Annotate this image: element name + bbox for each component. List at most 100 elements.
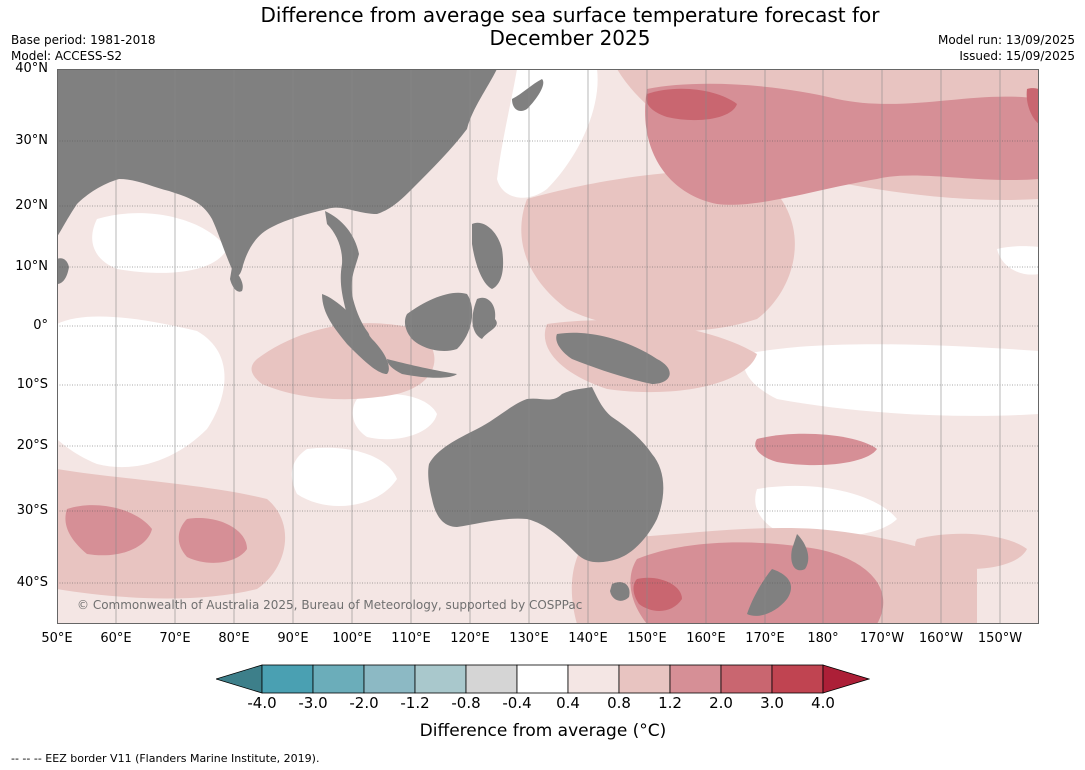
colorbar-tick: -2.0 [349, 694, 379, 712]
lon-label-160w: 160°W [918, 631, 964, 646]
issued-date: Issued: 15/09/2025 [959, 49, 1075, 63]
near-average-region [997, 246, 1039, 275]
lon-label-160e: 160°E [686, 631, 726, 646]
lat-label-10s: 10°S [16, 377, 48, 392]
philippines [472, 222, 504, 289]
colorbar-segment [261, 664, 314, 694]
sumatra [322, 294, 389, 374]
colorbar-tick: -0.8 [451, 694, 481, 712]
near-average-region [291, 447, 397, 506]
lon-label-50e: 50°E [41, 631, 73, 646]
lat-label-30n: 30°N [15, 133, 48, 148]
lon-label-120e: 120°E [450, 631, 490, 646]
model-name: Model: ACCESS-S2 [11, 49, 123, 63]
lat-label-20n: 20°N [15, 198, 48, 213]
copyright-notice: © Commonwealth of Australia 2025, Bureau… [77, 598, 583, 612]
hot-region [178, 518, 247, 563]
colorbar-tick: 2.0 [709, 694, 733, 712]
tasmania [610, 582, 630, 601]
new-zealand-north [791, 534, 809, 571]
lon-label-80e: 80°E [218, 631, 250, 646]
very-hot-region [646, 88, 737, 121]
eez-footnote: -- -- -- EEZ border V11 (Flanders Marine… [11, 752, 320, 765]
australia [428, 387, 664, 563]
lon-label-100e: 100°E [332, 631, 372, 646]
warm-region [915, 533, 1027, 569]
colorbar-tick: -1.2 [400, 694, 430, 712]
warm-region [251, 323, 435, 400]
colorbar-segment [363, 664, 416, 694]
colorbar-tick: 0.4 [556, 694, 580, 712]
hot-region [755, 433, 877, 466]
asia-landmass [57, 69, 497, 276]
lon-label-170w: 170°W [859, 631, 905, 646]
graticule [57, 140, 1039, 584]
warm-region [521, 170, 795, 332]
colorbar-tick: -4.0 [247, 694, 277, 712]
colorbar-segment [771, 664, 824, 694]
colorbar-segment [312, 664, 365, 694]
colorbar-segment [618, 664, 671, 694]
lat-label-40n: 40°N [15, 61, 48, 76]
japan [512, 79, 544, 111]
title-line-2: December 2025 [489, 26, 651, 50]
hot-region [645, 83, 1039, 205]
run-info: Model run: 13/09/2025 Issued: 15/09/2025 [938, 32, 1075, 64]
colorbar-tick: 0.8 [607, 694, 631, 712]
chart-title: Difference from average sea surface temp… [200, 4, 940, 50]
lon-label-70e: 70°E [159, 631, 191, 646]
colorbar-label: Difference from average (°C) [419, 721, 667, 741]
sri-lanka [230, 267, 243, 292]
colorbar-segment [516, 664, 569, 694]
java [387, 359, 457, 378]
meridians [115, 69, 1001, 624]
very-hot-region [1026, 88, 1039, 124]
model-info: Base period: 1981-2018 Model: ACCESS-S2 [11, 32, 156, 64]
sulawesi [472, 297, 497, 339]
near-average-region [57, 316, 225, 468]
colorbar-segment [669, 664, 722, 694]
hot-region [630, 542, 884, 624]
lon-label-110e: 110°E [391, 631, 431, 646]
arabia-coast [57, 258, 69, 284]
land-masses [57, 69, 809, 616]
new-zealand-south [747, 569, 792, 616]
near-average-region [755, 485, 897, 537]
map-frame [57, 69, 1039, 624]
base-period: Base period: 1981-2018 [11, 33, 156, 47]
model-run-date: Model run: 13/09/2025 [937, 33, 1075, 47]
title-line-1: Difference from average sea surface temp… [260, 3, 880, 27]
malay-peninsula [325, 211, 370, 338]
near-average-region [92, 213, 228, 273]
borneo [404, 292, 473, 351]
lat-label-40s: 40°S [16, 575, 48, 590]
lon-label-60e: 60°E [100, 631, 132, 646]
warm-region [57, 469, 286, 599]
lon-label-90e: 90°E [277, 631, 309, 646]
lon-label-150w: 150°W [977, 631, 1023, 646]
lat-label-20s: 20°S [16, 438, 48, 453]
hot-region [65, 505, 152, 556]
very-hot-region [633, 577, 682, 611]
colorbar-cap-high [822, 664, 870, 694]
colorbar-tick: 3.0 [760, 694, 784, 712]
colorbar-tick: -0.4 [502, 694, 532, 712]
anomaly-very-hot-regions [633, 88, 1039, 611]
colorbar-segment [720, 664, 773, 694]
lat-label-equator: 0° [33, 318, 48, 333]
lon-label-140e: 140°E [568, 631, 608, 646]
colorbar-segment [414, 664, 467, 694]
colorbar-tick: 1.2 [658, 694, 682, 712]
colorbar-segments [216, 664, 870, 694]
colorbar-segment [465, 664, 518, 694]
colorbar-tick: -3.0 [298, 694, 328, 712]
new-guinea [556, 332, 670, 384]
anomaly-hot-regions [65, 83, 1039, 624]
lon-label-180: 180° [807, 631, 839, 646]
lon-label-130e: 130°E [509, 631, 549, 646]
lon-label-150e: 150°E [627, 631, 667, 646]
colorbar-segment [567, 664, 620, 694]
sst-anomaly-map [57, 69, 1039, 624]
colorbar-cap-low [216, 664, 263, 694]
lat-label-10n: 10°N [15, 259, 48, 274]
